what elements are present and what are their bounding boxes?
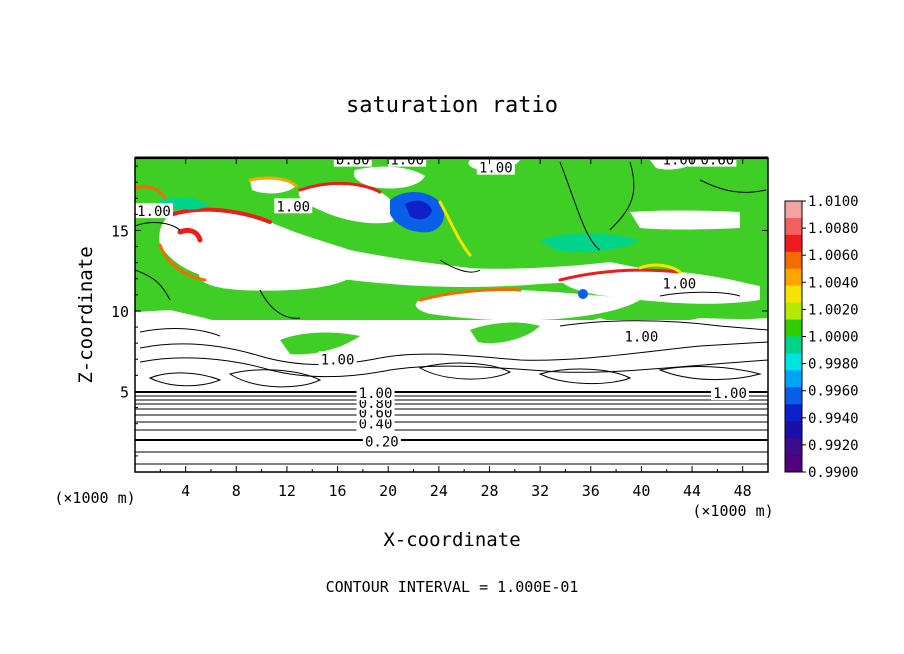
contour-label: 1.00 [276,199,310,215]
x-tick-label: 28 [480,482,498,500]
colorbar-swatch [785,370,802,388]
x-tick-label: 16 [329,482,347,500]
field-warm-rims [135,176,682,302]
contour-label-bg [711,385,750,401]
colorbar-label: 0.9920 [808,438,859,454]
colorbar-swatch [785,285,802,304]
colorbar-swatch [785,438,802,456]
x-axis: 4 8 12 16 20 24 28 32 36 40 44 48 [159,158,752,500]
colorbar-swatch [785,251,802,270]
contour-label: 1.00 [321,352,355,368]
contour-label-bg [274,198,313,214]
contour-label: 1.00 [663,277,697,293]
colorbar-label: 1.0060 [808,248,859,264]
contour-label: 1.00 [713,386,747,402]
y-tick-label: 5 [120,383,129,401]
x-tick-label: 20 [379,482,397,500]
contour-label: 0.80 [336,153,370,169]
contour-label-bg [356,385,395,401]
colorbar-swatch [785,302,802,321]
chart-title: saturation ratio [346,93,558,118]
colorbar-swatch [785,336,802,354]
contour-label-bg [698,158,737,167]
colorbar-label: 1.0000 [808,330,859,346]
contour-label-bg [318,351,357,367]
x-tick-label: 32 [531,482,549,500]
contour-label-bg [356,415,395,431]
colorbar-swatch [785,404,802,422]
x-unit-left: (×1000 m) [54,489,135,507]
contour-label: 1.00 [479,161,513,177]
x-tick-label: 48 [734,482,752,500]
x-tick-label: 8 [232,482,241,500]
contour-label-bg [362,433,401,449]
colorbar-swatch [785,268,802,287]
contour-label: 1.00 [359,386,393,402]
colorbar-label: 1.0080 [808,221,859,237]
colorbar-swatch [785,353,802,371]
x-unit-right: (×1000 m) [692,502,773,520]
colorbar-swatch [785,217,802,236]
contour-labels: 0.200.40 0.60 0.80 1.00 1.00 1.00 1.00 1.00 1.00… [135,153,750,450]
x-tick-label: 40 [632,482,650,500]
colorbar-swatch [785,421,802,439]
colorbar-swatch [785,234,802,253]
x-tick-label: 36 [582,482,600,500]
colorbar-label: 0.9980 [808,357,859,373]
contour-label-bg [333,158,372,167]
contour-label: 0.20 [365,434,399,450]
colorbar-label: 0.9900 [808,465,859,481]
y-axis: 5 10 15 [111,165,768,457]
contour-label-bg [388,158,427,167]
x-tick-label: 44 [683,482,701,500]
contour-label: 1.00 [663,153,697,169]
colorbar: 1.0100 1.0080 1.0060 1.0040 1.0020 1.0000 0.99… [784,194,859,481]
colorbar-label: 0.9960 [808,384,859,400]
x-tick-label: 4 [181,482,190,500]
field-cyan-features [160,197,640,252]
contour-label: 1.00 [390,153,424,169]
y-axis-label: Z-coordinate [75,246,97,383]
contour-label: 0.60 [701,153,735,169]
y-tick-label: 15 [111,222,129,240]
colorbar-label: 1.0040 [808,275,859,291]
contour-label: 1.00 [137,204,171,220]
upper-contours [135,161,767,319]
contour-label: 1.00 [625,330,659,346]
contour-label-bg [135,203,173,219]
contour-label: 0.40 [359,417,393,433]
plot-area: 0.200.40 0.60 0.80 1.00 1.00 1.00 1.00 1.00 1.00… [135,153,768,472]
colorbar-label: 1.0100 [808,194,859,210]
x-tick-label: 24 [430,482,448,500]
contour-label-bg [660,275,699,291]
cloud-contours [139,320,768,388]
colorbar-swatch [785,455,802,473]
x-tick-label: 12 [278,482,296,500]
contour-interval-note: CONTOUR INTERVAL = 1.000E-01 [326,578,579,596]
green-strip [280,332,360,355]
colorbar-label: 1.0020 [808,302,859,318]
contour-label-bg [476,159,515,175]
colorbar-swatch [785,201,802,219]
colorbar-swatch [785,319,802,337]
x-axis-label: X-coordinate [383,529,520,551]
mid-white-band [135,317,768,370]
contour-label-bg [622,328,661,344]
contour-label-bg [660,158,699,167]
y-tick-label: 10 [111,303,129,321]
stratified-contours [135,391,768,465]
colorbar-label: 0.9940 [808,411,859,427]
green-strip-2 [470,322,540,344]
colorbar-swatch [785,387,802,405]
